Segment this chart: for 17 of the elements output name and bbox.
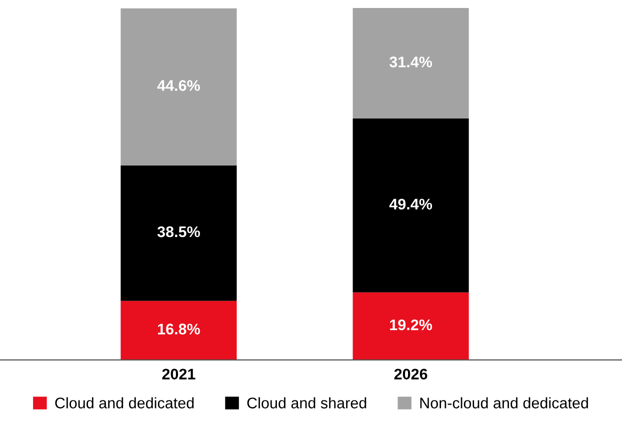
- data-label: 19.2%: [390, 319, 432, 330]
- legend-label: Cloud and dedicated: [55, 397, 194, 408]
- x-tick-label: 2021: [162, 368, 196, 380]
- legend-label: Cloud and shared: [247, 397, 366, 408]
- bar: [352, 292, 469, 360]
- data-label: 16.8%: [158, 324, 200, 334]
- data-label: 49.4%: [389, 198, 432, 210]
- data-label: 31.4%: [389, 56, 432, 68]
- bar: [352, 8, 469, 119]
- bar: [352, 118, 469, 292]
- data-label: 44.6%: [157, 80, 200, 91]
- data-label: 38.5%: [157, 226, 200, 238]
- x-tick-label: 2026: [394, 368, 428, 380]
- bar: [120, 300, 237, 360]
- bar: [120, 8, 237, 166]
- legend-label: Non-cloud and dedicated: [420, 397, 588, 408]
- bar: [120, 165, 237, 301]
